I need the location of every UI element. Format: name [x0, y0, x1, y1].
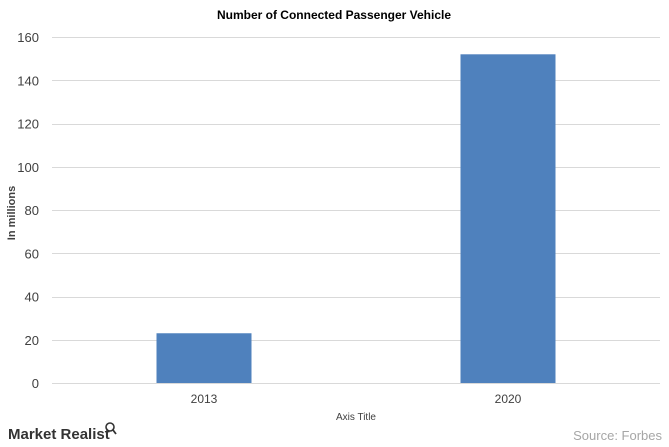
y-axis-ticks: 0 20 40 60 80 100 120 140 160 — [17, 30, 39, 391]
y-tick-label: 100 — [17, 160, 39, 175]
y-tick-label: 0 — [32, 376, 39, 391]
x-tick-label: 2020 — [495, 392, 522, 406]
y-tick-label: 20 — [25, 333, 39, 348]
y-axis-label: In millions — [6, 186, 18, 240]
y-tick-label: 60 — [25, 246, 39, 261]
y-tick-label: 120 — [17, 117, 39, 132]
chart-title: Number of Connected Passenger Vehicle — [217, 8, 451, 22]
source-note: Source: Forbes — [573, 428, 662, 443]
x-axis-ticks: 2013 2020 — [191, 392, 522, 406]
bars — [156, 54, 556, 384]
logo-text: Market Realist — [8, 426, 110, 443]
y-tick-label: 40 — [25, 290, 39, 305]
x-tick-label: 2013 — [191, 392, 218, 406]
market-realist-logo: Market Realist — [8, 422, 117, 443]
magnifier-icon — [105, 422, 117, 435]
gridlines — [52, 37, 660, 341]
bar-2013 — [156, 333, 252, 383]
y-tick-label: 160 — [17, 30, 39, 45]
x-axis-label: Axis Title — [336, 412, 376, 423]
y-tick-label: 80 — [25, 203, 39, 218]
y-tick-label: 140 — [17, 73, 39, 88]
bar-2020 — [460, 54, 556, 384]
